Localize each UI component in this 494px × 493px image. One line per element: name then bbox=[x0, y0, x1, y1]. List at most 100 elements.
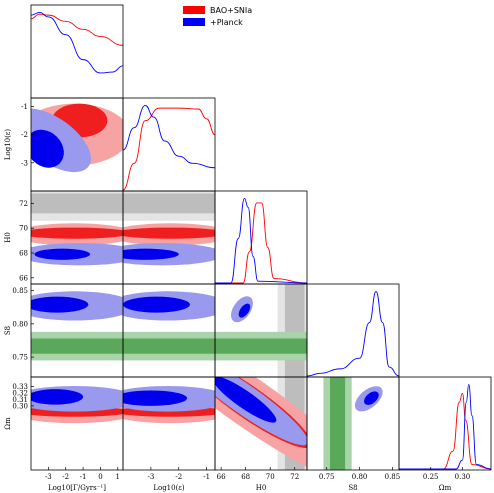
x-tick-label: 0.80 bbox=[352, 473, 368, 481]
prior-band-inner bbox=[31, 193, 123, 214]
panel-logeps-H0 bbox=[123, 191, 215, 221]
legend-label-bao: BAO+SNIa bbox=[210, 6, 252, 15]
panel-logeps-H0 bbox=[123, 223, 215, 266]
x-tick-label: 0.30 bbox=[455, 473, 471, 481]
x-tick-label: 68 bbox=[241, 473, 250, 481]
x-tick-label: 0 bbox=[98, 473, 102, 481]
panel-loggamma-logeps bbox=[31, 103, 123, 173]
y-tick-label: 66 bbox=[19, 274, 28, 282]
prior-band-inner bbox=[31, 338, 123, 354]
marginal-Om-blue-line bbox=[399, 383, 491, 470]
x-tick-label: -2 bbox=[175, 473, 182, 481]
axes-layer: -3 -2 -1 0 1 Log10[Γ/Gyrs⁻¹] -3 -2 -1 Log10(ε) 66 6… bbox=[4, 4, 492, 492]
panel-S8-Om bbox=[354, 386, 383, 412]
prior-band-inner bbox=[330, 377, 346, 470]
marginal-H0-blue-line bbox=[215, 197, 307, 284]
y-tick-label: -1 bbox=[21, 103, 28, 111]
y-axis-label-S8: S8 bbox=[4, 326, 12, 335]
panels-layer bbox=[31, 11, 491, 470]
x-tick-label: -1 bbox=[80, 473, 87, 481]
prior-band-inner bbox=[215, 338, 307, 354]
panel-S8-S8 bbox=[307, 290, 399, 377]
legend-swatch-planck bbox=[183, 18, 205, 26]
panel-logeps-Om bbox=[123, 385, 215, 424]
x-tick-label: 70 bbox=[266, 473, 275, 481]
marginal-loggamma-red-line bbox=[31, 13, 123, 46]
marginal-Om-red-line bbox=[399, 392, 491, 470]
panel-frame bbox=[306, 376, 400, 471]
panel-logeps-S8 bbox=[123, 291, 215, 321]
panel-H0-Om bbox=[215, 377, 307, 470]
y-axis-label-Om: Ωm bbox=[4, 417, 12, 430]
panel-frame bbox=[214, 190, 308, 285]
marginal-logeps-blue-line bbox=[123, 104, 215, 169]
panel-frame bbox=[398, 376, 492, 471]
contour-loggamma-Om-3 bbox=[31, 389, 84, 405]
panel-Om-Om bbox=[399, 383, 491, 470]
x-axis-label-S8: S8 bbox=[348, 484, 357, 492]
panel-logeps-S8 bbox=[123, 331, 215, 361]
x-tick-label: 0.75 bbox=[319, 473, 335, 481]
panel-loggamma-H0 bbox=[31, 191, 123, 221]
contour-S8-Om-1 bbox=[364, 391, 379, 405]
y-tick-label: -2 bbox=[21, 131, 28, 139]
prior-band-inner bbox=[123, 338, 215, 354]
marginal-H0-red-line bbox=[215, 202, 307, 284]
y-axis-label-logeps: Log10(ε) bbox=[4, 129, 12, 161]
x-tick-label: 0.25 bbox=[423, 473, 439, 481]
y-tick-label: 70 bbox=[19, 225, 28, 233]
contour-loggamma-H0-3 bbox=[34, 248, 91, 260]
panel-S8-Om bbox=[323, 377, 352, 470]
y-tick-label: 0.75 bbox=[12, 354, 28, 362]
prior-band-inner bbox=[123, 193, 215, 214]
contour-logeps-H0-3 bbox=[123, 248, 179, 260]
x-tick-label: 1 bbox=[116, 473, 120, 481]
panel-loggamma-H0 bbox=[31, 223, 123, 266]
panel-H0-H0 bbox=[215, 197, 307, 284]
panel-frame bbox=[306, 283, 400, 378]
panel-loggamma-S8 bbox=[31, 291, 123, 321]
panel-H0-S8 bbox=[231, 296, 253, 323]
x-axis-label-logeps: Log10(ε) bbox=[153, 484, 185, 492]
x-tick-label: 66 bbox=[217, 473, 226, 481]
legend-swatch-bao bbox=[183, 6, 205, 14]
prior-band-inner bbox=[284, 284, 305, 377]
contour-logeps-S8-1 bbox=[123, 296, 190, 313]
contour-H0-Om-3 bbox=[215, 377, 277, 423]
y-tick-label: 0.80 bbox=[12, 320, 28, 328]
y-tick-label: 0.30 bbox=[12, 402, 28, 410]
marginal-logeps-red-line bbox=[123, 107, 215, 191]
contour-logeps-Om-3 bbox=[123, 390, 188, 406]
panel-frame bbox=[30, 4, 124, 99]
panel-loggamma-loggamma bbox=[31, 11, 123, 74]
panel-H0-S8 bbox=[277, 284, 307, 377]
x-tick-label: -3 bbox=[147, 473, 154, 481]
marginal-loggamma-blue-line bbox=[31, 11, 123, 74]
y-tick-label: -3 bbox=[21, 159, 28, 167]
x-axis-label-Om: Ωm bbox=[439, 484, 452, 492]
panel-logeps-logeps bbox=[123, 104, 215, 191]
y-tick-label: 0.33 bbox=[12, 383, 28, 391]
contour-loggamma-logeps-3 bbox=[31, 129, 64, 168]
marginal-S8-blue-line bbox=[307, 290, 399, 377]
y-tick-label: 0.85 bbox=[12, 287, 28, 295]
y-tick-label: 68 bbox=[19, 250, 28, 258]
x-tick-label: 72 bbox=[290, 473, 299, 481]
x-tick-label: -2 bbox=[62, 473, 69, 481]
y-tick-label: 0.31 bbox=[12, 396, 28, 404]
legend-label-planck: +Planck bbox=[210, 18, 243, 27]
panel-loggamma-S8 bbox=[31, 331, 123, 361]
panel-H0-S8 bbox=[215, 331, 307, 361]
x-tick-label: -3 bbox=[45, 473, 52, 481]
contour-loggamma-S8-1 bbox=[31, 296, 89, 313]
x-axis-label-loggamma: Log10[Γ/Gyrs⁻¹] bbox=[48, 484, 106, 492]
y-axis-label-H0: H0 bbox=[4, 232, 12, 243]
x-tick-label: -1 bbox=[203, 473, 210, 481]
x-axis-label-H0: H0 bbox=[256, 484, 267, 492]
contour-loggamma-H0-1 bbox=[31, 227, 123, 239]
panel-loggamma-Om bbox=[31, 385, 123, 424]
y-tick-label: 72 bbox=[19, 200, 28, 208]
y-tick-label: 0.32 bbox=[12, 390, 28, 398]
contour-logeps-H0-1 bbox=[123, 227, 215, 239]
